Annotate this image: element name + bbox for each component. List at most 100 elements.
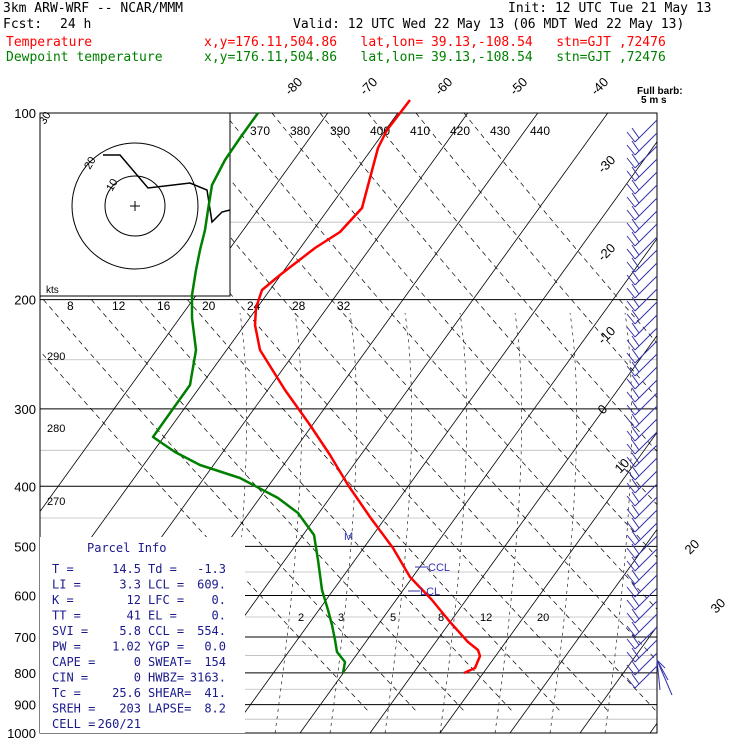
wind-barb (626, 366, 658, 390)
wind-barb (626, 275, 658, 299)
dewpoint-station-info: x,y=176.11,504.86 lat,lon= 39.13,-108.54… (204, 50, 666, 65)
pressure-label-100: 100 (14, 106, 36, 121)
hodograph-ring-label-30: 30 (37, 110, 54, 127)
parcel-row-value-a: 12 (127, 593, 141, 607)
moist-adiabat (549, 312, 577, 733)
dry-adiabat (40, 122, 563, 714)
dry-adiabat (127, 113, 657, 713)
wind-barb (626, 444, 658, 468)
dry-adiabat (40, 238, 467, 714)
parcel-row-label-a: SREH = (52, 702, 95, 716)
dry-adiabat (40, 181, 515, 714)
wind-barb (626, 184, 658, 208)
parcel-row-label-b: LFC = (148, 593, 184, 607)
mixing-ratio-label-5: 5 (390, 612, 396, 624)
parcel-row-label-a: Tc = (52, 686, 81, 700)
parcel-row-label-b: SWEAT= (148, 655, 191, 669)
wind-barb (626, 223, 658, 247)
parcel-row-label-a: CAPE = (52, 655, 95, 669)
speed-label-28: 28 (292, 299, 306, 313)
mixing-ratio-label-20: 20 (537, 612, 549, 624)
speed-label-32: 32 (337, 299, 351, 313)
wind-barb (626, 249, 658, 273)
wind-barb (626, 262, 658, 286)
speed-label-16: 16 (157, 299, 171, 313)
parcel-row-label-a: SVI = (52, 624, 88, 638)
parcel-row-label-a: T = (52, 562, 74, 576)
parcel-row-label-b: YGP = (148, 640, 184, 654)
full-barb-label: Full barb: (637, 86, 683, 97)
moist-adiabat (494, 312, 522, 733)
parcel-row-value-b: 0. (212, 593, 226, 607)
wind-barb (626, 548, 658, 572)
theta-label-410: 410 (410, 124, 430, 138)
full-barb-units: 5 m s (641, 95, 667, 106)
wind-barb (626, 288, 658, 312)
parcel-row-value-b: 0. (212, 609, 226, 623)
wind-barb (626, 522, 658, 546)
wind-barb (626, 457, 658, 481)
isotherm (299, 238, 657, 733)
wind-barb (626, 405, 658, 429)
wind-barb (626, 626, 658, 650)
parcel-row-value-b: 609. (197, 578, 226, 592)
isotherm (579, 625, 657, 733)
wind-barb (626, 392, 658, 416)
hodograph-ring-10 (104, 175, 166, 237)
parcel-row-value-a: 1.02 (112, 640, 141, 654)
forecast-label: Fcst: (3, 17, 43, 32)
wind-barb (626, 210, 658, 234)
isotherm-label--40: -40 (588, 74, 612, 98)
pressure-label-300: 300 (14, 402, 36, 417)
wind-barb (626, 314, 658, 338)
parcel-row-label-b: EL = (148, 609, 177, 623)
isotherm (159, 113, 609, 733)
parcel-row-value-a: 203 (119, 702, 141, 716)
isotherm-label--30: -30 (595, 152, 619, 176)
parcel-row-value-a: 0 (134, 655, 141, 669)
isotherm (369, 334, 657, 733)
theta-label-380: 380 (290, 124, 310, 138)
isotherm-label-30: 30 (708, 595, 729, 616)
moist-adiabat (439, 312, 467, 733)
parcel-row-label-a: LI = (52, 578, 81, 592)
wind-barb (626, 652, 658, 676)
dry-adiabat (367, 113, 657, 452)
speed-label-8: 8 (67, 299, 74, 313)
wind-barb (626, 158, 658, 182)
hodograph-units: kts (46, 285, 59, 296)
parcel-row-label-b: SHEAR= (148, 686, 191, 700)
parcel-row-value-a: 0 (134, 671, 141, 685)
pressure-label-400: 400 (14, 479, 36, 494)
hodograph-ring-20 (71, 142, 199, 270)
mixing-ratio-label-3: 3 (338, 612, 344, 624)
wind-barb (626, 236, 658, 260)
theta-label-390: 390 (330, 124, 350, 138)
mixing-ratio-label-2: 2 (298, 612, 304, 624)
dry-adiabat (40, 350, 371, 714)
parcel-row-value-b: 3163. (190, 671, 226, 685)
theta-label-430: 430 (490, 124, 510, 138)
wind-barb (626, 496, 658, 520)
wind-barb (626, 535, 658, 559)
parcel-row-value-a: 41 (127, 609, 141, 623)
parcel-row-label-b: LCL = (148, 578, 184, 592)
temperature-station-info: x,y=176.11,504.86 lat,lon= 39.13,-108.54… (204, 35, 666, 50)
isotherm (40, 113, 329, 513)
pressure-label-1000: 1000 (7, 726, 36, 740)
parcel-row-value-b: 8.2 (204, 702, 226, 716)
wind-barb (626, 470, 658, 494)
parcel-info-title: Parcel Info (87, 541, 166, 555)
parcel-row-label-a: PW = (52, 640, 81, 654)
parcel-row-label-b: CCL = (148, 624, 184, 638)
mixing-ratio-label-12: 12 (480, 612, 492, 624)
wind-barb (626, 197, 658, 221)
theta-label-420: 420 (450, 124, 470, 138)
parcel-row-value-b: 0.0 (204, 640, 226, 654)
dry-adiabat (223, 113, 657, 610)
isotherm-label--70: -70 (357, 74, 381, 98)
parcel-row-value-a: 260/21 (98, 717, 141, 731)
parcel-row-value-a: 5.8 (119, 624, 141, 638)
wind-barb (626, 145, 658, 169)
